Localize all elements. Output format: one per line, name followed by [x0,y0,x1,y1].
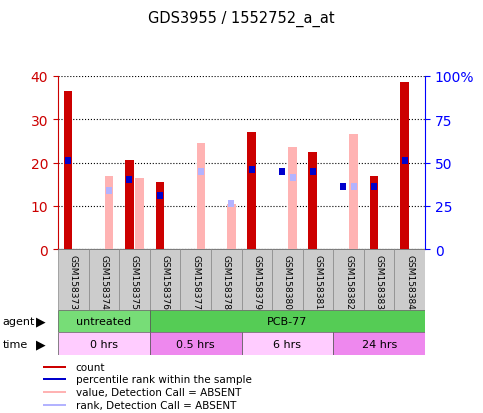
Bar [150,310,425,332]
Text: GSM158381: GSM158381 [313,254,323,309]
Text: GSM158373: GSM158373 [69,254,78,309]
Bar [395,250,425,310]
Bar [247,133,256,250]
Bar [197,144,205,250]
Bar [43,404,66,406]
Bar [242,250,272,310]
Text: untreated: untreated [76,316,131,326]
Text: GSM158383: GSM158383 [375,254,384,309]
Bar [351,183,357,190]
Bar [88,250,119,310]
Bar [401,157,408,164]
Text: time: time [2,339,28,349]
Text: GSM158376: GSM158376 [160,254,170,309]
Bar [333,332,425,355]
Bar [43,366,66,368]
Bar [288,148,297,250]
Bar [211,250,242,310]
Bar [125,161,133,250]
Bar [150,250,180,310]
Text: 0 hrs: 0 hrs [90,339,118,349]
Bar [156,183,164,250]
Bar [309,152,317,250]
Text: GDS3955 / 1552752_a_at: GDS3955 / 1552752_a_at [148,10,335,26]
Bar [58,250,88,310]
Bar [150,332,242,355]
Bar [65,157,71,164]
Bar [198,169,204,175]
Bar [106,188,112,195]
Bar [310,169,316,175]
Text: GSM158379: GSM158379 [252,254,261,309]
Text: 24 hrs: 24 hrs [362,339,397,349]
Bar [228,201,234,208]
Text: percentile rank within the sample: percentile rank within the sample [75,375,252,385]
Bar [64,92,72,250]
Bar [272,250,303,310]
Text: GSM158378: GSM158378 [222,254,231,309]
Text: GSM158380: GSM158380 [283,254,292,309]
Text: PCB-77: PCB-77 [267,316,308,326]
Bar [135,178,144,250]
Bar [279,169,285,175]
Bar [43,379,66,380]
Text: GSM158384: GSM158384 [405,254,414,309]
Text: GSM158377: GSM158377 [191,254,200,309]
Bar [369,176,378,250]
Bar [350,135,358,250]
Bar [58,310,150,332]
Bar [119,250,150,310]
Bar [364,250,395,310]
Text: GSM158382: GSM158382 [344,254,353,309]
Bar [43,391,66,393]
Text: 0.5 hrs: 0.5 hrs [176,339,215,349]
Text: agent: agent [2,316,35,326]
Bar [341,183,346,190]
Bar [126,177,132,184]
Bar [249,166,255,173]
Text: value, Detection Call = ABSENT: value, Detection Call = ABSENT [75,387,241,397]
Bar [371,183,377,190]
Text: GSM158374: GSM158374 [99,254,108,309]
Bar [303,250,333,310]
Bar [242,332,333,355]
Bar [227,204,236,250]
Text: ▶: ▶ [36,337,46,350]
Bar [333,250,364,310]
Text: count: count [75,362,105,372]
Text: ▶: ▶ [36,315,46,328]
Text: 6 hrs: 6 hrs [273,339,301,349]
Bar [400,83,409,250]
Text: GSM158375: GSM158375 [130,254,139,309]
Bar [157,192,163,199]
Bar [105,176,114,250]
Bar [180,250,211,310]
Bar [58,332,150,355]
Bar [290,175,296,182]
Text: rank, Detection Call = ABSENT: rank, Detection Call = ABSENT [75,400,236,410]
